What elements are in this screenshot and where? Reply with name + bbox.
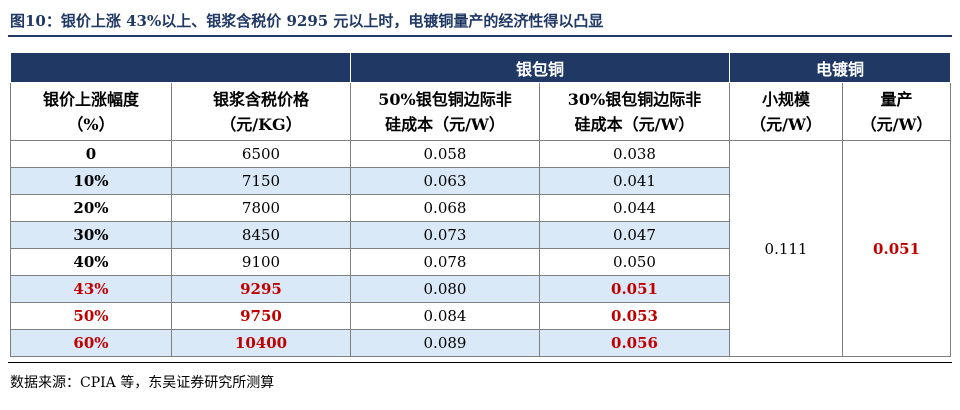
cell-cost-30: 0.056 [538, 329, 731, 357]
table-row: 0 6500 0.058 0.038 0.111 0.051 [10, 140, 952, 357]
group-header-silver-copper: 银包铜 [349, 52, 731, 83]
group-header-blank [10, 52, 351, 83]
cell-cost-50: 0.089 [350, 329, 540, 357]
cell-paste-price: 9100 [171, 248, 351, 276]
cell-rise: 60% [10, 329, 172, 357]
cell-rise: 30% [10, 221, 172, 249]
col-header-small-scale-line2: （元/W） [750, 114, 822, 134]
cell-paste-price: 9750 [171, 302, 351, 330]
cell-cost-50: 0.084 [350, 302, 540, 330]
table-row: 43% 9295 0.080 0.051 [10, 275, 951, 303]
col-header-small-scale: 小规模 （元/W） [729, 82, 844, 141]
cell-cost-30: 0.041 [538, 167, 731, 195]
col-header-paste-price-line1: 银浆含税价格 [212, 89, 309, 109]
cell-cost-50: 0.078 [350, 248, 540, 276]
cell-cost-30: 0.050 [538, 248, 731, 276]
table-row: 40% 9100 0.078 0.050 [10, 248, 951, 276]
cell-cost-30: 0.053 [538, 302, 731, 330]
source-note: 数据来源：CPIA 等，东吴证券研究所测算 [10, 375, 275, 391]
col-header-cost-30-line1: 30%银包铜边际非 [567, 89, 702, 109]
cell-electroplated-mass-production: 0.051 [842, 140, 952, 357]
col-header-mass-production-line1: 量产 [880, 89, 913, 109]
col-header-cost-50-line1: 50%银包铜边际非 [378, 89, 512, 109]
column-header-row: 银价上涨幅度 （%） 银浆含税价格 （元/KG） 50%银包铜边际非 硅成本（元… [10, 82, 952, 141]
table-row: 60% 10400 0.089 0.056 [10, 329, 951, 357]
col-header-cost-50-line2: 硅成本（元/W） [385, 114, 505, 134]
cell-paste-price: 6500 [171, 140, 351, 168]
group-header-electroplated-copper: 电镀铜 [729, 52, 952, 83]
cell-cost-50: 0.063 [350, 167, 540, 195]
data-table: 银包铜 电镀铜 银价上涨幅度 （%） 银浆含税价格 （元/KG） 50%银包铜边… [10, 52, 952, 357]
cell-cost-30: 0.047 [538, 221, 731, 249]
cell-paste-price: 7150 [171, 167, 351, 195]
col-header-small-scale-line1: 小规模 [762, 89, 811, 109]
cell-paste-price: 10400 [171, 329, 351, 357]
col-header-rise-line1: 银价上涨幅度 [42, 89, 139, 109]
col-header-cost-30-line2: 硅成本（元/W） [574, 114, 695, 134]
col-header-mass-production-line2: （元/W） [860, 114, 933, 134]
table-row: 10% 7150 0.063 0.041 [10, 167, 951, 195]
col-header-mass-production: 量产 （元/W） [842, 82, 952, 141]
col-header-rise-line2: （%） [67, 114, 115, 134]
table-row: 50% 9750 0.084 0.053 [10, 302, 951, 330]
cell-paste-price: 7800 [171, 194, 351, 222]
group-header-row: 银包铜 电镀铜 [10, 52, 952, 83]
col-header-rise: 银价上涨幅度 （%） [10, 82, 172, 141]
cell-rise: 40% [10, 248, 172, 276]
cell-cost-50: 0.058 [350, 140, 540, 168]
cell-rise: 50% [10, 302, 172, 330]
figure-title: 图10：银价上涨 43%以上、银浆含税价 9295 元以上时，电镀铜量产的经济性… [10, 12, 604, 30]
cell-paste-price: 8450 [171, 221, 351, 249]
cell-rise: 10% [10, 167, 172, 195]
col-header-paste-price-line2: （元/KG） [220, 114, 302, 134]
cell-cost-30: 0.044 [538, 194, 731, 222]
cell-rise: 20% [10, 194, 172, 222]
table-bottom-rule [8, 362, 952, 363]
cell-cost-30: 0.038 [538, 140, 731, 168]
cell-rise: 0 [10, 140, 172, 168]
cell-rise: 43% [10, 275, 172, 303]
cell-cost-50: 0.068 [350, 194, 540, 222]
cell-cost-50: 0.073 [350, 221, 540, 249]
table-row: 20% 7800 0.068 0.044 [10, 194, 951, 222]
cell-cost-50: 0.080 [350, 275, 540, 303]
col-header-cost-50: 50%银包铜边际非 硅成本（元/W） [350, 82, 540, 141]
title-underline [8, 35, 952, 37]
table-row: 30% 8450 0.073 0.047 [10, 221, 951, 249]
cell-electroplated-small-scale: 0.111 [729, 140, 844, 357]
col-header-cost-30: 30%银包铜边际非 硅成本（元/W） [538, 82, 731, 141]
cell-paste-price: 9295 [171, 275, 351, 303]
cell-cost-30: 0.051 [538, 275, 731, 303]
col-header-paste-price: 银浆含税价格 （元/KG） [171, 82, 351, 141]
